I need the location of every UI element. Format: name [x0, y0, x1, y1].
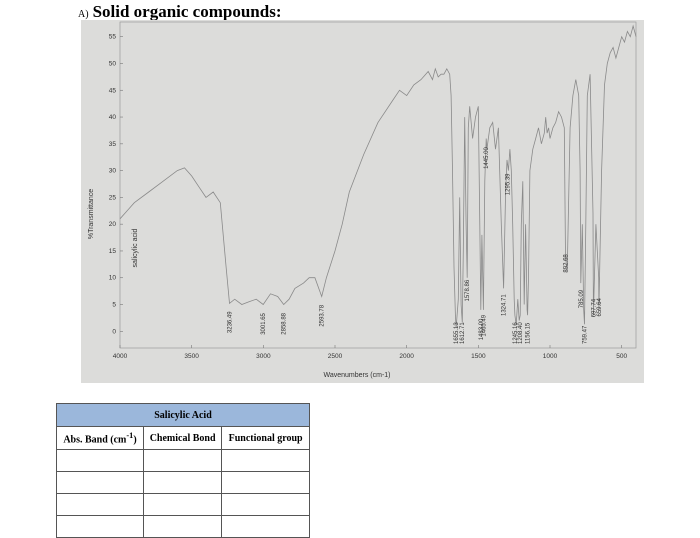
table-row: [56, 449, 310, 472]
x-tick-label: 1000: [543, 353, 558, 360]
y-tick-label: 30: [109, 168, 117, 175]
peak-label: 759.47: [583, 325, 589, 344]
peak-label: 1295.39: [506, 173, 512, 195]
col-header-abs-band-sup: -1: [126, 430, 134, 440]
peak-label: 1445.00: [484, 147, 490, 169]
y-tick-label: 55: [109, 34, 117, 41]
chart-axes: [119, 21, 637, 349]
col-header-abs-band: Abs. Band (cm-1): [56, 426, 144, 450]
cell-functional-group[interactable]: [221, 449, 310, 472]
peak-label: 3236.49: [227, 311, 233, 333]
y-tick-label: 5: [112, 302, 116, 309]
cell-abs-band[interactable]: [56, 493, 144, 516]
peak-label: 1245.16: [513, 322, 519, 344]
y-tick-label: 15: [109, 248, 117, 255]
table-row: [56, 471, 310, 494]
cell-functional-group[interactable]: [221, 471, 310, 494]
y-tick-label: 10: [109, 275, 117, 282]
section-heading: A) Solid organic compounds:: [78, 2, 282, 22]
peak-label: 697.74: [591, 298, 597, 317]
spectrum-photo-background: [81, 20, 644, 383]
col-header-chemical-bond: Chemical Bond: [142, 426, 223, 450]
x-tick-label: 1500: [471, 353, 486, 360]
x-tick-label: 4000: [113, 353, 128, 360]
cell-functional-group[interactable]: [221, 515, 310, 538]
cell-chemical-bond[interactable]: [142, 493, 223, 516]
y-tick-label: 20: [109, 221, 117, 228]
cell-abs-band[interactable]: [56, 471, 144, 494]
section-letter: A): [78, 9, 89, 20]
x-tick-label: 3500: [184, 353, 199, 360]
peak-label: 1578.86: [465, 279, 471, 301]
x-axis-label: Wavenumbers (cm-1): [323, 372, 390, 379]
peak-label: 2593.78: [320, 304, 326, 326]
section-title: Solid organic compounds:: [92, 2, 282, 21]
col-header-abs-band-close: ): [133, 434, 137, 446]
y-tick-label: 40: [109, 114, 117, 121]
peak-label: 659.64: [597, 297, 603, 316]
peak-label: 1483.00: [479, 318, 485, 340]
y-axis-label: %Transmittance: [88, 189, 95, 239]
cell-chemical-bond[interactable]: [142, 449, 223, 472]
cell-chemical-bond[interactable]: [142, 471, 223, 494]
x-tick-label: 500: [616, 353, 627, 360]
peak-label: 1465.49: [481, 314, 487, 336]
salicylic-acid-table: Salicylic Acid Abs. Band (cm-1) Chemical…: [56, 403, 310, 538]
table-title: Salicylic Acid: [56, 403, 310, 427]
peak-labels: 3236.49 3001.65 2858.88 2593.78 1655.13 1612.…: [227, 147, 602, 344]
y-tick-label: 0: [112, 328, 116, 335]
plot-frame: [119, 21, 637, 349]
x-tick-label: 3000: [256, 353, 271, 360]
sample-label: salicylic acid: [132, 228, 139, 267]
y-tick-label: 25: [109, 194, 117, 201]
peak-label: 1612.71: [460, 322, 466, 344]
ir-spectrum-chart: 0 5 10 15 20 25 30 35 40 45 50 55 4000 3500 3000 2500 2…: [88, 21, 637, 379]
table-row: [56, 493, 310, 516]
y-tick-label: 45: [109, 87, 117, 94]
col-header-functional-group: Functional group: [221, 426, 310, 450]
x-tick-labels: 4000 3500 3000 2500 2000 1500 1000 500: [113, 345, 627, 360]
y-tick-label: 50: [109, 60, 117, 67]
peak-label: 3001.65: [261, 312, 267, 334]
cell-functional-group[interactable]: [221, 493, 310, 516]
col-header-abs-band-text: Abs. Band (cm: [63, 434, 127, 446]
cell-abs-band[interactable]: [56, 449, 144, 472]
peak-label: 2858.88: [282, 312, 288, 334]
x-tick-label: 2000: [399, 353, 414, 360]
peak-label: 892.68: [563, 254, 569, 273]
cell-chemical-bond[interactable]: [142, 515, 223, 538]
table-row: [56, 515, 310, 538]
cell-abs-band[interactable]: [56, 515, 144, 538]
peak-label: 1655.13: [454, 322, 460, 344]
spectrum-series-line: [119, 24, 637, 329]
peak-label: 1156.15: [526, 322, 532, 344]
peak-label: 785.09: [579, 289, 585, 308]
peak-label: 1208.40: [518, 322, 524, 344]
y-tick-labels: 0 5 10 15 20 25 30 35 40 45 50 55: [109, 34, 123, 335]
x-tick-label: 2500: [328, 353, 343, 360]
y-tick-label: 35: [109, 141, 117, 148]
peak-label: 1324.71: [502, 294, 508, 316]
